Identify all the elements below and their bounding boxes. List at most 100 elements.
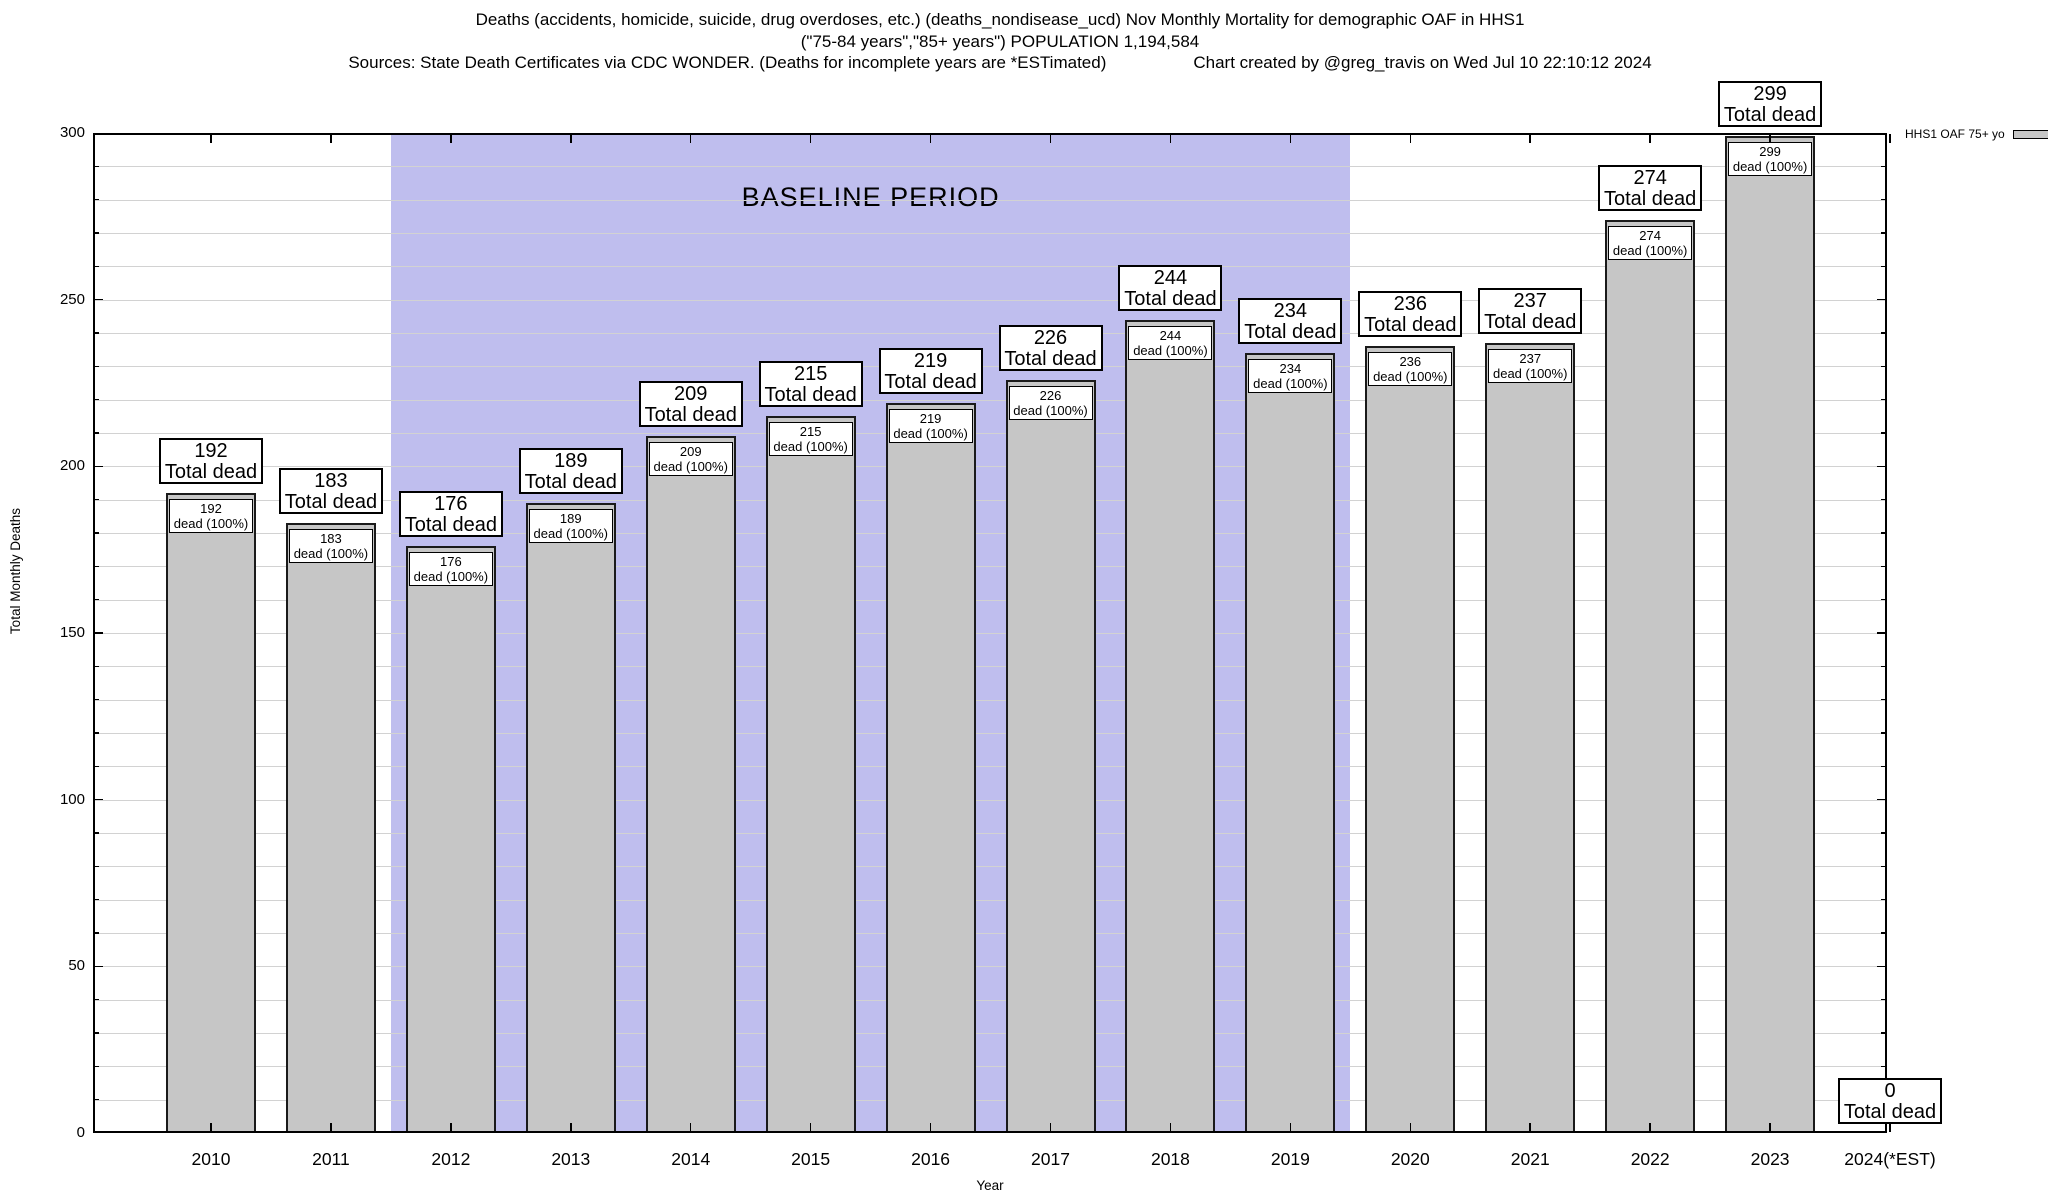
bar-2023	[1725, 136, 1816, 1133]
y-tick-left-180	[94, 532, 99, 534]
gridline-y180	[93, 533, 1887, 534]
y-tick-left-90	[94, 832, 99, 834]
x-tick-top-2021	[1529, 134, 1531, 143]
x-tick-label-2023: 2023	[1750, 1149, 1790, 1169]
bar-top-label-2015: 215 Total dead	[758, 361, 863, 408]
bar-2019	[1245, 353, 1336, 1133]
y-tick-right-130	[1881, 698, 1886, 701]
x-tick-top-2017	[1049, 134, 1052, 143]
y-tick-left-30	[94, 1032, 99, 1034]
x-tick-bottom-2015	[809, 1123, 812, 1132]
gridline-y260	[93, 266, 1887, 268]
bar-2011	[285, 523, 376, 1133]
bar-top-label-2020: 236 Total dead	[1358, 291, 1463, 338]
x-tick-bottom-2017	[1049, 1123, 1052, 1132]
x-tick-bottom-2020	[1409, 1123, 1412, 1132]
gridline-y230	[93, 366, 1887, 368]
x-tick-label-2011: 2011	[312, 1149, 350, 1169]
y-tick-right-40	[1881, 998, 1886, 1001]
x-tick-top-2010	[210, 134, 212, 143]
bar-2012	[405, 546, 496, 1133]
bar-inner-label-2016: 219 dead (100%)	[888, 409, 973, 443]
gridline-y280	[93, 199, 1887, 201]
y-tick-right-20	[1881, 1065, 1886, 1068]
chart-credit-note: Chart created by @greg_travis on Wed Jul…	[1193, 53, 1652, 72]
y-tick-left-150	[94, 632, 103, 634]
x-tick-label-2012: 2012	[431, 1149, 471, 1169]
x-tick-label-2014: 2014	[671, 1149, 711, 1169]
bar-top-label-2013: 189 Total dead	[518, 448, 623, 494]
bar-top-label-2017: 226 Total dead	[998, 324, 1103, 371]
x-tick-top-2024(*EST)	[1889, 134, 1891, 143]
baseline-period-label: BASELINE PERIOD	[741, 182, 1000, 212]
y-tick-label-100: 100	[59, 790, 85, 808]
y-tick-right-30	[1881, 1032, 1886, 1034]
gridline-y290	[93, 166, 1887, 168]
x-tick-label-2022: 2022	[1630, 1149, 1670, 1169]
bar-2018	[1125, 319, 1216, 1133]
x-tick-bottom-2011	[330, 1123, 332, 1132]
y-tick-right-50	[1877, 965, 1886, 968]
y-tick-left-250	[94, 298, 103, 301]
x-tick-top-2012	[450, 134, 452, 143]
y-tick-left-290	[94, 165, 99, 168]
x-tick-label-2021: 2021	[1510, 1149, 1550, 1169]
gridline-y160	[93, 599, 1887, 601]
y-tick-right-160	[1881, 598, 1886, 601]
x-tick-bottom-2016	[929, 1123, 932, 1132]
x-tick-bottom-2014	[689, 1123, 692, 1132]
y-tick-left-200	[94, 465, 103, 468]
x-tick-label-2024(*EST): 2024(*EST)	[1844, 1149, 1936, 1169]
y-tick-label-150: 150	[59, 624, 85, 641]
y-tick-right-90	[1881, 832, 1886, 834]
gridline-y60	[93, 933, 1887, 934]
x-tick-bottom-2010	[210, 1123, 212, 1132]
y-tick-right-180	[1881, 532, 1886, 534]
y-tick-right-140	[1881, 665, 1886, 668]
bar-inner-label-2020: 236 dead (100%)	[1368, 352, 1453, 387]
gridline-y210	[93, 433, 1887, 434]
y-tick-right-220	[1881, 398, 1886, 401]
x-tick-bottom-2021	[1529, 1123, 1531, 1132]
y-tick-right-80	[1881, 865, 1886, 868]
gridline-y50	[93, 966, 1887, 968]
x-tick-label-2015: 2015	[791, 1149, 831, 1169]
y-tick-left-230	[94, 365, 99, 368]
bar-inner-label-2014: 209 dead (100%)	[648, 442, 733, 477]
y-tick-right-260	[1881, 265, 1886, 268]
x-tick-label-2020: 2020	[1390, 1149, 1430, 1169]
y-tick-left-100	[94, 798, 103, 801]
bar-2013	[525, 503, 616, 1133]
x-tick-bottom-2023	[1769, 1123, 1771, 1132]
bar-inner-label-2011: 183 dead (100%)	[288, 529, 373, 563]
y-tick-right-280	[1881, 198, 1886, 201]
gridline-y140	[93, 666, 1887, 668]
y-tick-left-60	[94, 932, 99, 934]
bar-top-label-2024(*EST): 0 Total dead	[1838, 1078, 1943, 1124]
y-tick-right-290	[1881, 165, 1886, 168]
x-tick-label-2010: 2010	[191, 1149, 231, 1169]
x-tick-top-2020	[1409, 134, 1412, 143]
x-tick-top-2014	[689, 134, 692, 143]
y-tick-left-210	[94, 432, 99, 434]
bar-inner-label-2019: 234 dead (100%)	[1248, 359, 1333, 393]
y-tick-right-190	[1881, 498, 1886, 501]
y-tick-left-270	[94, 232, 99, 234]
y-tick-right-240	[1881, 332, 1886, 334]
bar-2017	[1005, 379, 1096, 1133]
bar-2014	[645, 436, 736, 1133]
legend-label: HHS1 OAF 75+ yo	[1905, 127, 2005, 141]
x-tick-label-2018: 2018	[1150, 1149, 1190, 1169]
y-tick-left-120	[94, 732, 99, 734]
bar-top-label-2022: 274 Total dead	[1598, 164, 1703, 211]
chart-titles: Deaths (accidents, homicide, suicide, dr…	[0, 9, 2000, 74]
gridline-y40	[93, 999, 1887, 1001]
gridline-y190	[93, 499, 1887, 501]
y-tick-left-80	[94, 865, 99, 868]
bar-top-label-2021: 237 Total dead	[1478, 288, 1583, 334]
y-tick-left-160	[94, 598, 99, 601]
chart-sources-note: Sources: State Death Certificates via CD…	[348, 53, 1107, 72]
bar-top-label-2010: 192 Total dead	[159, 438, 263, 484]
bar-inner-label-2022: 274 dead (100%)	[1608, 225, 1693, 260]
